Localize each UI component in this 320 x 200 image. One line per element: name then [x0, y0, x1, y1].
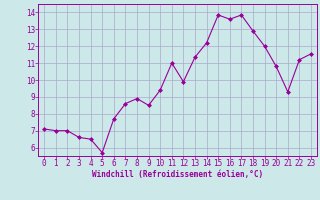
- X-axis label: Windchill (Refroidissement éolien,°C): Windchill (Refroidissement éolien,°C): [92, 170, 263, 179]
